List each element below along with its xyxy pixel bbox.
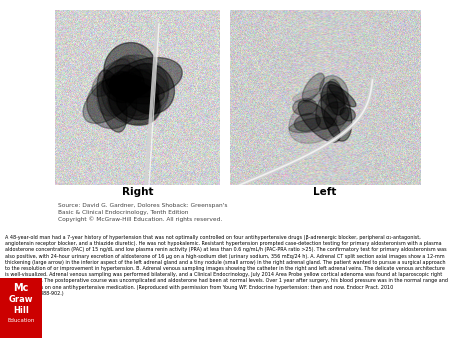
Polygon shape xyxy=(87,79,137,128)
Polygon shape xyxy=(97,70,127,132)
Polygon shape xyxy=(115,55,155,99)
Polygon shape xyxy=(104,43,157,98)
Polygon shape xyxy=(114,57,182,97)
Polygon shape xyxy=(289,117,337,132)
Text: Left: Left xyxy=(313,187,337,197)
Text: B: B xyxy=(60,12,71,26)
Polygon shape xyxy=(328,84,356,107)
Polygon shape xyxy=(124,64,175,114)
Polygon shape xyxy=(101,55,169,125)
Text: Graw: Graw xyxy=(9,295,33,304)
Polygon shape xyxy=(321,82,352,141)
Polygon shape xyxy=(298,100,340,142)
Polygon shape xyxy=(113,69,158,116)
Polygon shape xyxy=(117,83,159,120)
Text: Hill: Hill xyxy=(13,306,29,315)
Polygon shape xyxy=(294,114,320,131)
Text: Source: David G. Gardner, Dolores Shoback: Greenspan's
Basic & Clinical Endocrin: Source: David G. Gardner, Dolores Shobac… xyxy=(58,203,228,222)
Polygon shape xyxy=(108,75,162,124)
FancyBboxPatch shape xyxy=(0,278,42,338)
Polygon shape xyxy=(108,70,159,120)
Text: Mc: Mc xyxy=(14,283,29,293)
Polygon shape xyxy=(110,72,135,100)
Polygon shape xyxy=(102,75,120,94)
Polygon shape xyxy=(320,76,348,108)
Text: Education: Education xyxy=(7,318,35,323)
Polygon shape xyxy=(289,91,351,143)
Polygon shape xyxy=(316,93,338,129)
Polygon shape xyxy=(292,99,317,115)
Polygon shape xyxy=(92,59,130,96)
Polygon shape xyxy=(327,79,344,115)
Polygon shape xyxy=(97,58,141,116)
Polygon shape xyxy=(340,108,356,121)
Text: A 48-year-old man had a 7-year history of hypertension that was not optimally co: A 48-year-old man had a 7-year history o… xyxy=(5,235,448,296)
Polygon shape xyxy=(109,80,160,125)
Polygon shape xyxy=(83,72,140,123)
Polygon shape xyxy=(106,75,164,104)
Polygon shape xyxy=(122,70,168,112)
Polygon shape xyxy=(326,94,346,115)
Polygon shape xyxy=(103,65,144,103)
Text: Right: Right xyxy=(122,187,153,197)
Polygon shape xyxy=(292,88,342,103)
Polygon shape xyxy=(302,73,324,101)
Polygon shape xyxy=(324,102,349,126)
